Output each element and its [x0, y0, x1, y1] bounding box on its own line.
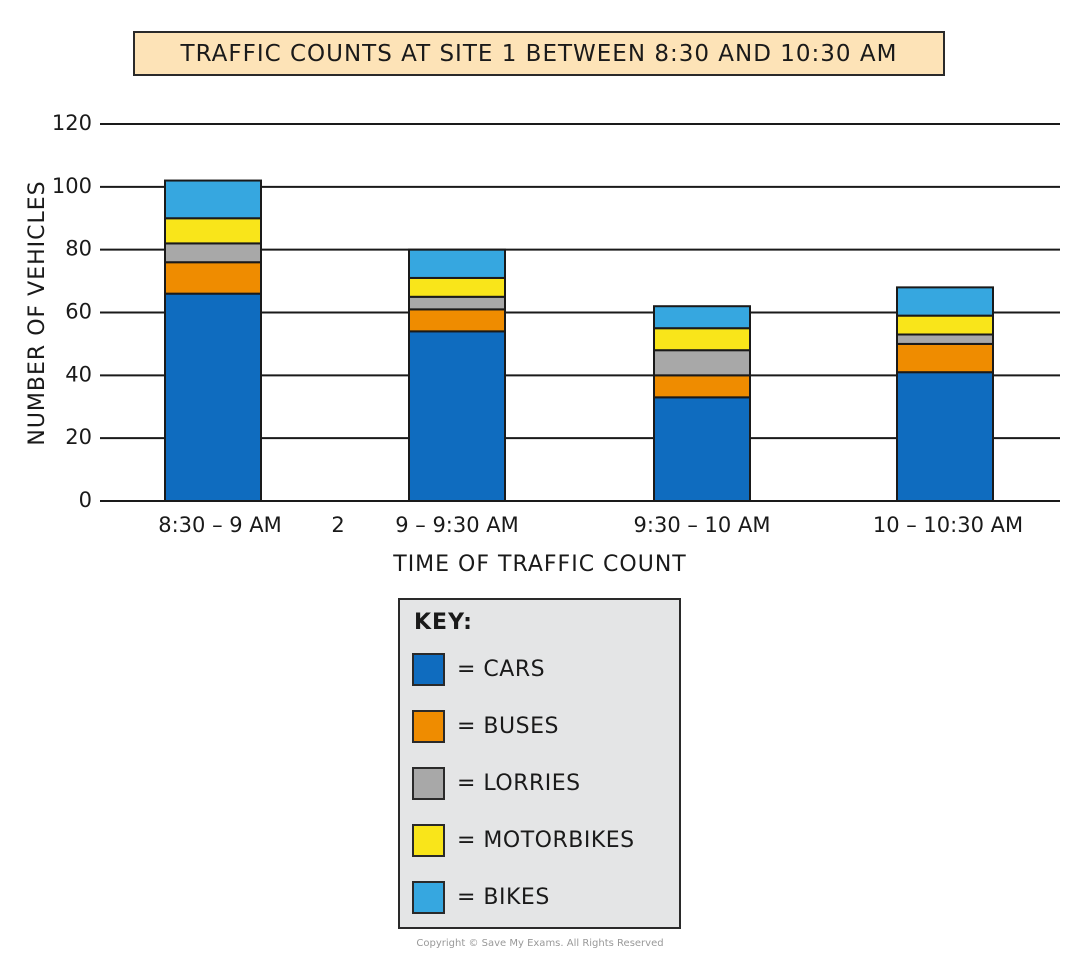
- legend-label-bikes: = BIKES: [457, 884, 550, 910]
- bar-group-2: [653, 305, 751, 503]
- x-tick-label-0: 8:30 – 9 AM: [158, 513, 282, 537]
- legend-item-cars: = CARS: [412, 651, 545, 687]
- bar-segment-bikes-2: [653, 305, 751, 330]
- legend-swatch-cars: [412, 652, 445, 686]
- y-axis-label: NUMBER OF VEHICLES: [25, 180, 50, 445]
- y-tick-label-0: 0: [79, 488, 92, 512]
- legend-item-bikes: = BIKES: [412, 879, 550, 915]
- x-tick-label-3: 10 – 10:30 AM: [873, 513, 1023, 537]
- bar-group-0: [164, 179, 262, 502]
- bar-segment-lorries-1: [408, 295, 506, 311]
- bar-segment-bikes-0: [164, 179, 262, 220]
- bar-segment-buses-1: [408, 308, 506, 333]
- chart-title: TRAFFIC COUNTS AT SITE 1 BETWEEN 8:30 AN…: [133, 31, 945, 76]
- bar-segment-lorries-2: [653, 349, 751, 377]
- stray-tick-text: 2: [331, 513, 344, 537]
- bar-group-1: [408, 248, 506, 502]
- y-tick-labels: 0 20 40 60 80 100 120: [52, 111, 92, 512]
- bar-segment-motorbikes-1: [408, 276, 506, 298]
- legend-item-motorbikes: = MOTORBIKES: [412, 822, 635, 858]
- bar-segment-cars-0: [164, 292, 262, 502]
- legend: KEY: = CARS = BUSES = LORRIES = MOTORBIK…: [398, 598, 681, 929]
- y-tick-label-80: 80: [65, 237, 92, 261]
- legend-swatch-motorbikes: [412, 823, 445, 857]
- bar-segment-buses-0: [164, 261, 262, 295]
- legend-item-buses: = BUSES: [412, 708, 559, 744]
- bar-segment-buses-2: [653, 374, 751, 399]
- x-tick-labels: 8:30 – 9 AM 9 – 9:30 AM 9:30 – 10 AM 10 – 1…: [158, 513, 1023, 537]
- copyright-notice: Copyright © Save My Exams. All Rights Re…: [416, 938, 664, 949]
- bar-segment-cars-1: [408, 330, 506, 502]
- legend-swatch-bikes: [412, 880, 445, 914]
- x-tick-label-1: 9 – 9:30 AM: [395, 513, 519, 537]
- legend-label-lorries: = LORRIES: [457, 770, 581, 796]
- legend-label-buses: = BUSES: [457, 713, 559, 739]
- bar-segment-cars-3: [896, 371, 994, 503]
- y-tick-label-120: 120: [52, 111, 92, 135]
- bar-segment-bikes-1: [408, 248, 506, 279]
- legend-swatch-lorries: [412, 766, 445, 800]
- legend-item-lorries: = LORRIES: [412, 765, 581, 801]
- legend-label-cars: = CARS: [457, 656, 546, 682]
- x-axis-label: TIME OF TRAFFIC COUNT: [392, 552, 686, 577]
- bar-segment-cars-2: [653, 396, 751, 503]
- y-tick-label-20: 20: [65, 425, 92, 449]
- bar-segment-motorbikes-3: [896, 314, 994, 336]
- bar-segment-buses-3: [896, 342, 994, 374]
- legend-swatch-buses: [412, 709, 445, 743]
- bar-segment-lorries-0: [164, 242, 262, 264]
- x-tick-label-2: 9:30 – 10 AM: [634, 513, 771, 537]
- legend-title: KEY:: [414, 610, 473, 635]
- bar-segment-bikes-3: [896, 286, 994, 317]
- y-tick-label-60: 60: [65, 300, 92, 324]
- bar-segment-motorbikes-0: [164, 217, 262, 245]
- bars: [164, 179, 994, 503]
- legend-label-motorbikes: = MOTORBIKES: [457, 827, 635, 853]
- y-tick-label-100: 100: [52, 174, 92, 198]
- y-tick-label-40: 40: [65, 362, 92, 386]
- bar-segment-lorries-3: [896, 333, 994, 345]
- bar-group-3: [896, 286, 994, 503]
- bar-segment-motorbikes-2: [653, 327, 751, 352]
